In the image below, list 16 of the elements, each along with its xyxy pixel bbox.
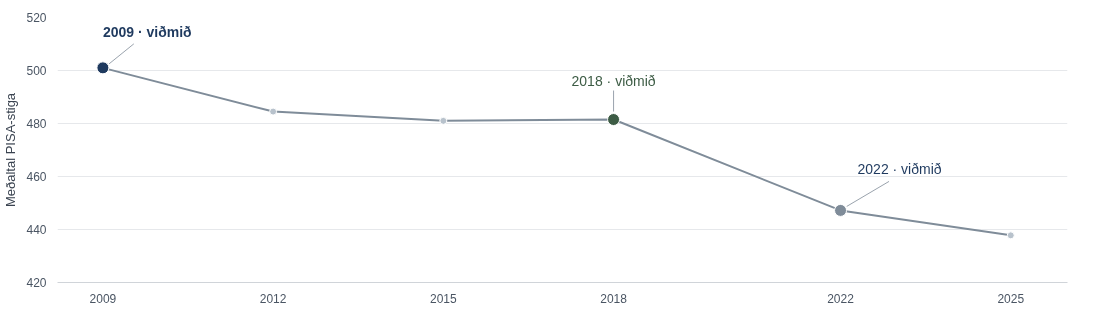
annotation: 2009 · viðmið	[102, 23, 192, 40]
x-tick-label: 2022	[827, 291, 855, 306]
y-axis-title: Meðaltal PISA-stiga	[3, 92, 19, 208]
x-tick-label: 2018	[600, 291, 628, 306]
x-tick-label: 2015	[430, 291, 458, 306]
x-tick-label: 2012	[259, 291, 287, 306]
y-tick-label: 520	[26, 11, 47, 25]
y-tick-label: 480	[26, 117, 47, 131]
x-tick-label: 2009	[89, 291, 117, 306]
x-tick-label: 2025	[997, 291, 1025, 306]
y-tick-label: 420	[26, 276, 47, 290]
annotation: 2022 · viðmið	[857, 161, 942, 178]
y-tick-label: 500	[26, 64, 47, 78]
y-tick-label: 460	[26, 170, 47, 184]
y-tick-label: 440	[26, 223, 47, 237]
annotation: 2018 · viðmið	[571, 72, 656, 89]
